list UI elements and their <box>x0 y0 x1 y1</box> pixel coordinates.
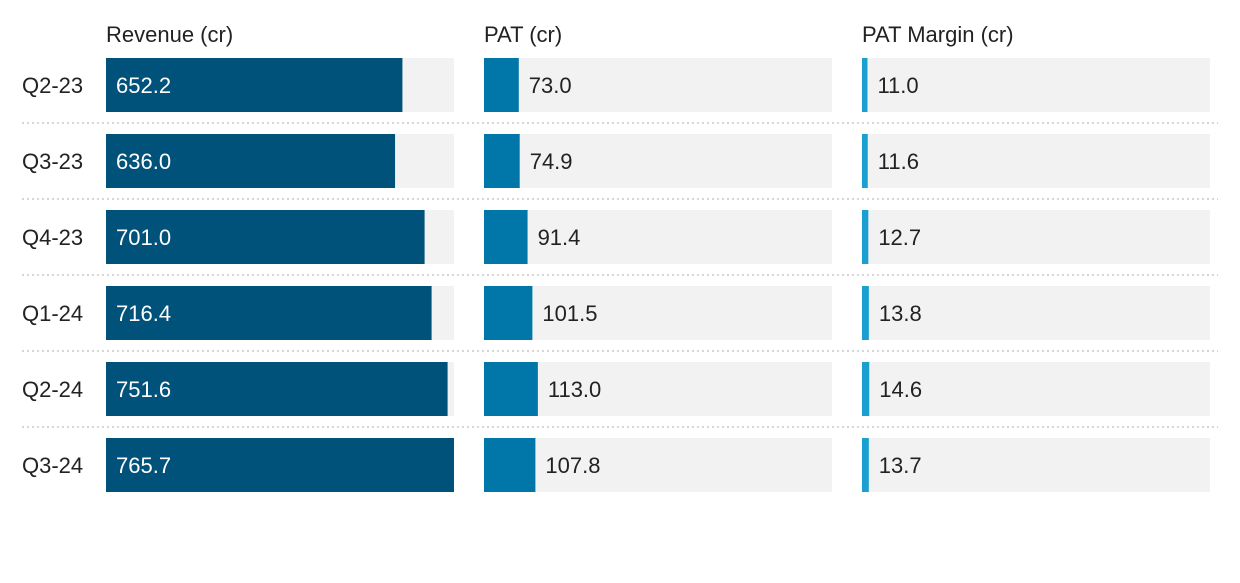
data-label: 701.0 <box>116 225 171 250</box>
bar <box>106 58 403 112</box>
bar <box>484 58 519 112</box>
bar-track <box>484 362 832 416</box>
chart-row: Q2-24 751.6 113.0 14.6 <box>22 362 1218 428</box>
data-label: 13.8 <box>879 301 922 326</box>
category-label: Q3-23 <box>22 149 83 174</box>
chart-row: Q1-24 716.4 101.5 13.8 <box>22 286 1218 352</box>
data-label: 652.2 <box>116 73 171 98</box>
bar <box>106 134 396 188</box>
chart-row: Q4-23 701.0 91.4 12.7 <box>22 210 1218 276</box>
bar-track <box>484 438 832 492</box>
bar-track <box>862 134 1210 188</box>
data-label: 74.9 <box>530 149 573 174</box>
data-label: 11.0 <box>877 73 918 98</box>
column-headers: Revenue (cr) PAT (cr) PAT Margin (cr) <box>106 22 1014 47</box>
chart-row: Q2-23 652.2 73.0 11.0 <box>22 58 1218 124</box>
data-label: 101.5 <box>542 301 597 326</box>
bar-track <box>862 438 1210 492</box>
data-label: 12.7 <box>878 225 921 250</box>
chart-row: Q3-24 765.7 107.8 13.7 <box>22 438 1210 492</box>
data-label: 14.6 <box>879 377 922 402</box>
category-label: Q1-24 <box>22 301 83 326</box>
data-label: 107.8 <box>545 453 600 478</box>
data-label: 91.4 <box>538 225 581 250</box>
series-header-1: PAT (cr) <box>484 22 562 47</box>
category-label: Q2-23 <box>22 73 83 98</box>
category-label: Q2-24 <box>22 377 83 402</box>
bar-track <box>484 286 832 340</box>
bar <box>862 134 868 188</box>
bar-track <box>862 362 1210 416</box>
bar <box>484 134 520 188</box>
chart-row: Q3-23 636.0 74.9 11.6 <box>22 134 1218 200</box>
bar-track <box>862 58 1210 112</box>
bar-track <box>862 286 1210 340</box>
series-header-0: Revenue (cr) <box>106 22 233 47</box>
data-label: 716.4 <box>116 301 171 326</box>
bar <box>106 210 425 264</box>
bar-track <box>484 210 832 264</box>
bar <box>862 58 868 112</box>
bar-track <box>484 58 832 112</box>
bar <box>484 210 528 264</box>
bar <box>484 438 536 492</box>
data-label: 751.6 <box>116 377 171 402</box>
bar <box>106 362 448 416</box>
data-label: 113.0 <box>548 377 601 402</box>
bar <box>862 286 869 340</box>
category-label: Q3-24 <box>22 453 83 478</box>
chart-rows: Q2-23 652.2 73.0 11.0 Q3-23 636.0 74.9 11.6 Q4-2… <box>22 58 1218 492</box>
bar <box>862 438 869 492</box>
data-label: 13.7 <box>879 453 922 478</box>
bar <box>484 286 533 340</box>
bar <box>862 362 870 416</box>
bar <box>106 286 432 340</box>
series-header-2: PAT Margin (cr) <box>862 22 1014 47</box>
bar-track <box>862 210 1210 264</box>
bar-track <box>484 134 832 188</box>
bar <box>106 438 454 492</box>
bar <box>862 210 869 264</box>
data-label: 765.7 <box>116 453 171 478</box>
category-label: Q4-23 <box>22 225 83 250</box>
data-label: 73.0 <box>529 73 572 98</box>
data-label: 11.6 <box>878 149 919 174</box>
data-label: 636.0 <box>116 149 171 174</box>
bar <box>484 362 538 416</box>
